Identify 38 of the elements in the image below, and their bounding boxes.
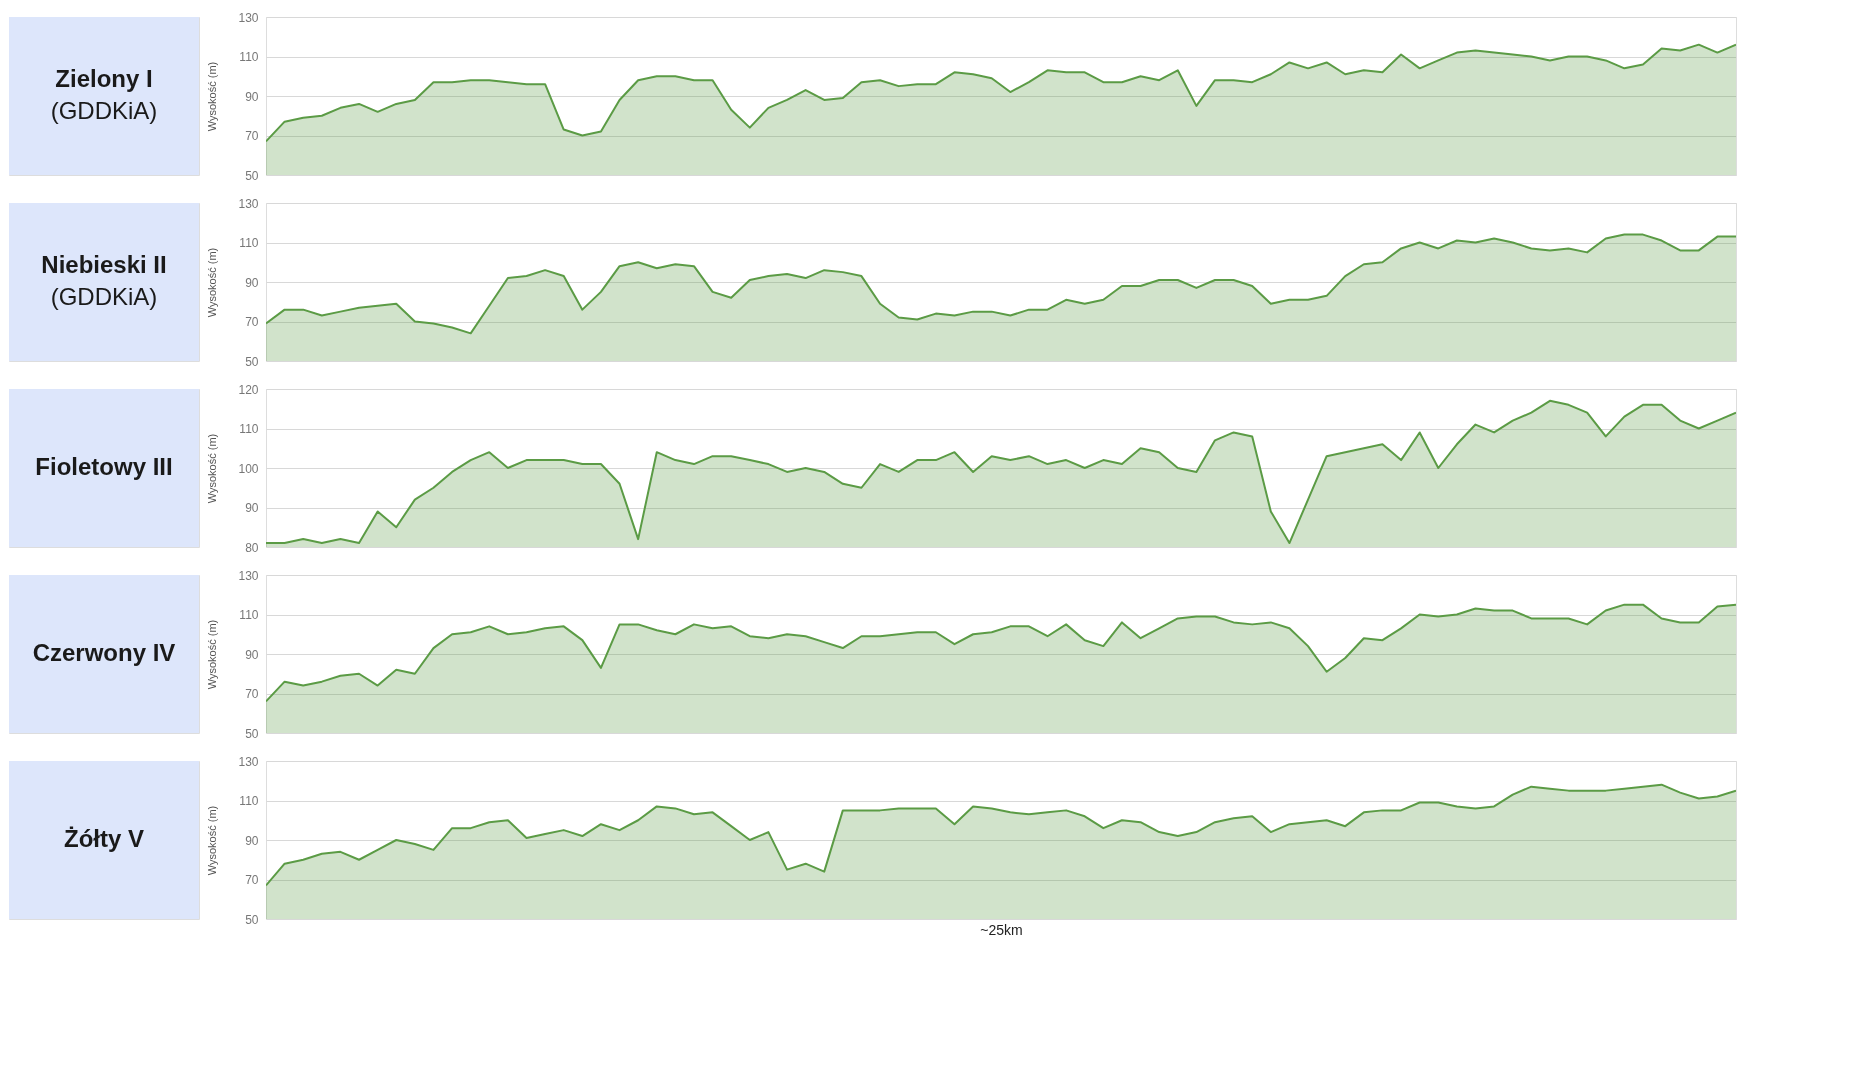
y-tick-label: 130 [238, 754, 259, 769]
text: (GDDKiA) [50, 283, 158, 310]
y-tick-label: 90 [245, 647, 259, 662]
y-tick-label: 90 [245, 501, 259, 515]
y-tick-label: 110 [239, 236, 259, 250]
y-tick-label: 110 [239, 50, 259, 64]
text: Niebieski II [41, 251, 167, 278]
y-tick-label: 100 [238, 461, 259, 476]
text: Fioletowy III [35, 453, 173, 480]
y-tick-label: 90 [245, 89, 259, 104]
y-axis-title: Wysokość (m) [206, 247, 219, 318]
y-axis-title: Wysokość (m) [206, 433, 219, 504]
y-tick-label: 90 [245, 833, 259, 848]
y-tick-label: 70 [245, 315, 259, 329]
y-tick-label: 130 [238, 568, 259, 583]
y-axis-title: Wysokość (m) [206, 805, 219, 876]
y-tick-label: 130 [238, 10, 259, 25]
y-tick-label: 70 [245, 129, 259, 143]
y-axis-title: Wysokość (m) [206, 619, 219, 690]
text: (GDDKiA) [50, 97, 158, 124]
y-tick-label: 50 [245, 168, 259, 183]
y-tick-label: 50 [245, 726, 259, 741]
y-tick-label: 110 [239, 608, 259, 622]
y-tick-label: 120 [238, 382, 259, 397]
x-axis-title: ~25km [980, 921, 1023, 938]
y-tick-label: 90 [245, 275, 259, 290]
text: Czerwony IV [32, 639, 176, 666]
y-tick-label: 110 [239, 794, 259, 808]
y-tick-label: 70 [245, 687, 259, 701]
y-tick-label: 70 [245, 873, 259, 887]
y-tick-label: 130 [238, 196, 259, 211]
y-axis-title: Wysokość (m) [206, 61, 219, 132]
y-tick-label: 50 [245, 912, 259, 927]
text: Zielony I [55, 65, 153, 92]
text: Żółty V [63, 825, 145, 852]
y-tick-label: 80 [245, 540, 259, 555]
y-tick-label: 50 [245, 354, 259, 369]
y-tick-label: 110 [239, 422, 259, 436]
